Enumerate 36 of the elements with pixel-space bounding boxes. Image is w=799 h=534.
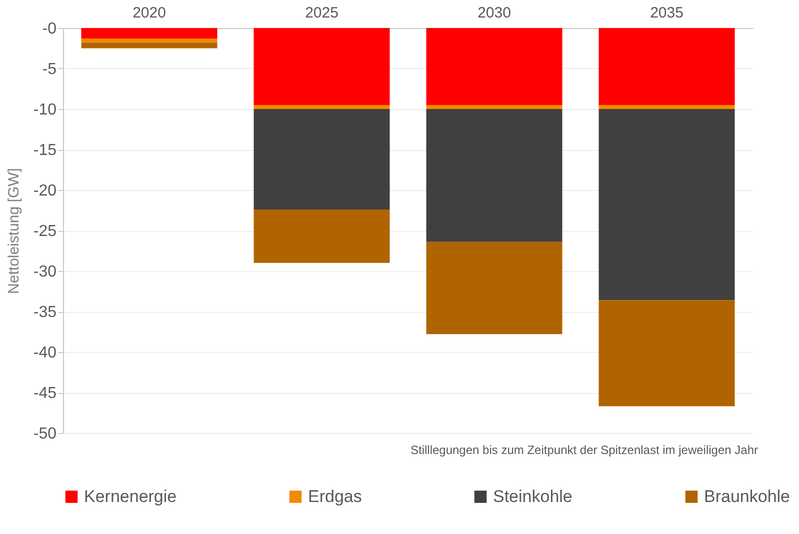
bar [598,28,735,105]
y-tick-label: -30 [33,264,57,280]
bar [598,300,735,406]
x-tick-label: 2035 [650,4,684,22]
bar [598,109,735,300]
bar [254,104,390,109]
bar [426,28,562,105]
y-tick-label: -25 [33,223,57,240]
x-tick-label: 2020 [132,4,166,22]
bar [426,242,562,334]
y-tick-label: -0 [42,20,57,38]
x-tick-label: 2030 [478,4,511,22]
bar [81,28,218,39]
y-tick-label: -5 [42,61,57,78]
y-tick-label: -10 [33,102,57,118]
y-tick-label: -50 [33,426,57,442]
bar [254,209,390,263]
y-tick-label: -35 [33,304,57,321]
text: Stilllegungen bis zum Zeitpunkt der Spitzenlast im jeweiligen Jahr [410,443,758,457]
bar [81,38,218,43]
y-tick-label: -40 [33,344,57,362]
x-tick-label: 2025 [305,4,338,22]
bar [254,28,390,105]
legend-label: Braunkohle [704,486,790,506]
legend-label: Kernenergie [84,486,177,506]
bar [598,104,735,109]
bar [81,42,218,48]
legend-label: Erdgas [308,486,362,506]
y-tick-label: -45 [33,385,57,402]
y-axis-title: Nettoleistung [GW] [5,168,22,294]
bar [426,104,562,109]
y-tick-label: -15 [33,142,57,159]
bar [254,109,390,210]
y-tick-label: -20 [33,182,57,200]
legend-label: Steinkohle [493,486,572,506]
bar [426,109,562,242]
